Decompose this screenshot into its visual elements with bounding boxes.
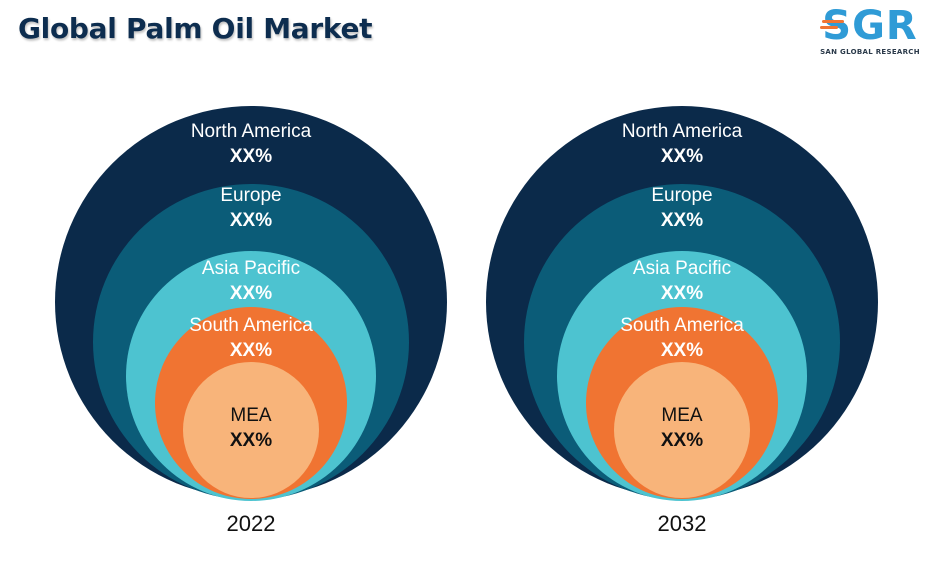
logo-text: SGR bbox=[822, 3, 918, 49]
logo-stripe-icon bbox=[822, 20, 844, 23]
ring-value: XX% bbox=[230, 283, 272, 304]
ring-label: South America bbox=[189, 315, 313, 336]
ring-value: XX% bbox=[230, 340, 272, 361]
ring-value: XX% bbox=[230, 210, 272, 231]
sgr-logo: SGR SAN GLOBAL RESEARCH bbox=[818, 4, 922, 60]
chart-2022: North America XX% Europe XX% Asia Pacific XX%… bbox=[55, 106, 447, 536]
ring-label: Asia Pacific bbox=[633, 258, 731, 279]
ring-label: South America bbox=[620, 315, 744, 336]
ring-mea bbox=[614, 362, 750, 498]
ring-label: MEA bbox=[661, 405, 703, 426]
page-title: Global Palm Oil Market bbox=[18, 12, 373, 45]
ring-value: XX% bbox=[661, 146, 703, 167]
chart-2032: North America XX% Europe XX% Asia Pacific XX%… bbox=[486, 106, 878, 536]
ring-label: North America bbox=[191, 121, 312, 142]
year-label: 2022 bbox=[227, 511, 276, 536]
ring-label: Europe bbox=[220, 185, 281, 206]
ring-value: XX% bbox=[661, 283, 703, 304]
ring-label: Asia Pacific bbox=[202, 258, 300, 279]
ring-value: XX% bbox=[661, 340, 703, 361]
ring-label: MEA bbox=[230, 405, 272, 426]
ring-value: XX% bbox=[230, 146, 272, 167]
logo-stripe-icon bbox=[820, 26, 838, 29]
ring-value: XX% bbox=[661, 430, 703, 451]
ring-mea bbox=[183, 362, 319, 498]
ring-value: XX% bbox=[661, 210, 703, 231]
year-label: 2032 bbox=[658, 511, 707, 536]
ring-label: Europe bbox=[651, 185, 712, 206]
logo-subtext: SAN GLOBAL RESEARCH bbox=[820, 48, 920, 56]
ring-value: XX% bbox=[230, 430, 272, 451]
ring-label: North America bbox=[622, 121, 743, 142]
